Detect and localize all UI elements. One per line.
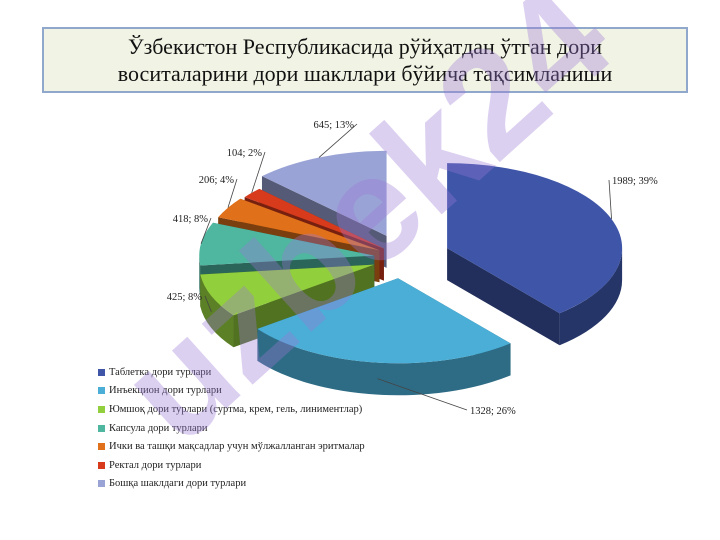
legend-item: Таблетка дори турлари (98, 363, 365, 382)
chart-title: Ўзбекистон Республикасида рўйҳатдан ўтга… (117, 34, 613, 86)
pie-slice (200, 264, 375, 316)
data-label: 104; 2% (227, 148, 263, 159)
data-label-leader (377, 378, 468, 411)
legend-swatch (98, 387, 105, 395)
legend-label: Ректал дори турлари (109, 459, 202, 471)
legend-item: Капсула дори турлари (98, 419, 365, 438)
data-label: 206; 4% (199, 175, 235, 186)
legend-label: Капсула дори турлари (109, 422, 208, 434)
legend-item: Ректал дори турлари (98, 456, 365, 475)
legend-item: Ички ва ташқи мақсадлар учун мўлжалланга… (98, 437, 365, 456)
legend-item: Бошқа шаклдаги дори турлари (98, 475, 365, 494)
legend-swatch (98, 480, 105, 488)
legend-item: Юмшоқ дори турлари (суртма, крем, гель, … (98, 400, 365, 419)
pie-slice (199, 222, 375, 266)
pie-slice-side (447, 248, 623, 346)
legend-swatch (98, 424, 105, 432)
chart-legend: Таблетка дори турлари Инъекцион дори турл… (98, 363, 365, 493)
data-label: 1328; 26% (470, 406, 516, 417)
data-label-leader (204, 295, 212, 313)
pie-slice (244, 188, 384, 249)
legend-swatch (98, 443, 105, 451)
legend-label: Ички ва ташқи мақсадлар учун мўлжалланга… (109, 441, 365, 453)
pie-slice (218, 198, 380, 251)
data-label: 418; 8% (173, 214, 209, 225)
data-label: 1989; 39% (612, 176, 658, 187)
pie-slice (261, 150, 387, 236)
data-label-leader (251, 151, 266, 193)
legend-swatch (98, 368, 105, 376)
legend-label: Инъекцион дори турлари (109, 385, 222, 397)
legend-swatch (98, 405, 105, 413)
watermark-text: uzbek24 (89, 0, 641, 474)
legend-label: Бошқа шаклдаги дори турлари (109, 478, 247, 490)
data-label-leader (200, 217, 212, 244)
title-box: Ўзбекистон Республикасида рўйҳатдан ўтга… (42, 27, 688, 93)
data-label: 425; 8% (167, 292, 203, 303)
pie-slice (257, 278, 511, 364)
data-label-leader (318, 123, 358, 158)
data-label-leader (227, 178, 238, 208)
data-label: 645; 13% (313, 120, 354, 131)
legend-label: Юмшоқ дори турлари (суртма, крем, гель, … (109, 403, 363, 415)
legend-swatch (98, 461, 105, 469)
legend-item: Инъекцион дори турлари (98, 382, 365, 401)
legend-label: Таблетка дори турлари (109, 366, 212, 378)
pie-slice (447, 163, 623, 314)
data-label-leader (608, 179, 612, 220)
